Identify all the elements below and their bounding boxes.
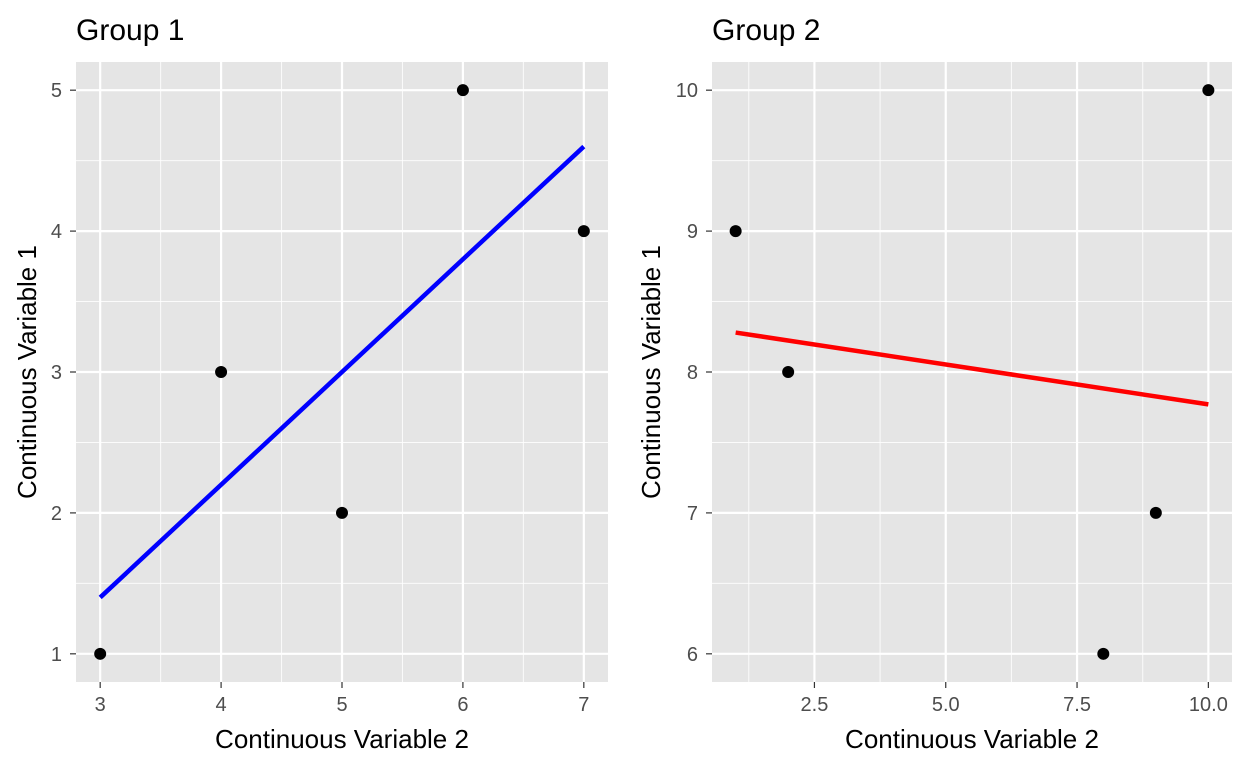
data-point (94, 647, 107, 660)
data-point (1097, 647, 1110, 660)
fit-line (98, 144, 586, 600)
x-tick-label: 7.5 (1063, 694, 1091, 716)
data-point (215, 366, 228, 378)
y-tick-label: 4 (51, 221, 62, 243)
panel-title: Group 2 (712, 14, 820, 47)
data-point (782, 366, 795, 378)
x-tick-label: 3 (95, 694, 106, 716)
panel-title: Group 1 (76, 14, 184, 47)
x-axis-title: Continuous Variable 2 (215, 724, 469, 754)
panel-group-2: 2.5 5.0 7.5 10.0 6 7 8 9 10 Group 2 Continuous Var… (636, 14, 1232, 754)
panel-group-1: 3 4 5 6 7 1 2 3 4 5 Group 1 Continuous Variable 2 Co… (12, 14, 608, 754)
data-point (336, 506, 348, 519)
x-tick-label: 4 (216, 694, 227, 716)
data-point (1149, 506, 1162, 519)
y-tick-label: 5 (51, 80, 62, 102)
y-tick-label: 10 (676, 80, 698, 102)
y-axis-title: Continuous Variable 1 (12, 245, 42, 499)
data-point (1202, 84, 1215, 97)
x-tick-label: 7 (578, 694, 589, 716)
x-axis-title: Continuous Variable 2 (845, 724, 1099, 754)
y-tick-label: 8 (687, 362, 698, 384)
data-point (577, 225, 590, 238)
y-axis-title: Continuous Variable 1 (636, 245, 666, 499)
y-tick-label: 7 (687, 503, 698, 525)
y-tick-label: 2 (51, 503, 62, 525)
y-tick-label: 3 (51, 362, 62, 384)
x-tick-label: 5.0 (932, 694, 960, 716)
x-tick-label: 6 (457, 694, 468, 716)
fit-line (735, 330, 1209, 407)
x-tick-label: 5 (336, 694, 347, 716)
x-tick-label: 10.0 (1189, 694, 1228, 716)
y-tick-label: 9 (687, 221, 698, 243)
x-tick-label: 2.5 (801, 694, 829, 716)
y-tick-label: 6 (687, 644, 698, 666)
y-tick-label: 1 (51, 644, 62, 666)
data-point (729, 225, 742, 238)
data-point (456, 84, 469, 97)
